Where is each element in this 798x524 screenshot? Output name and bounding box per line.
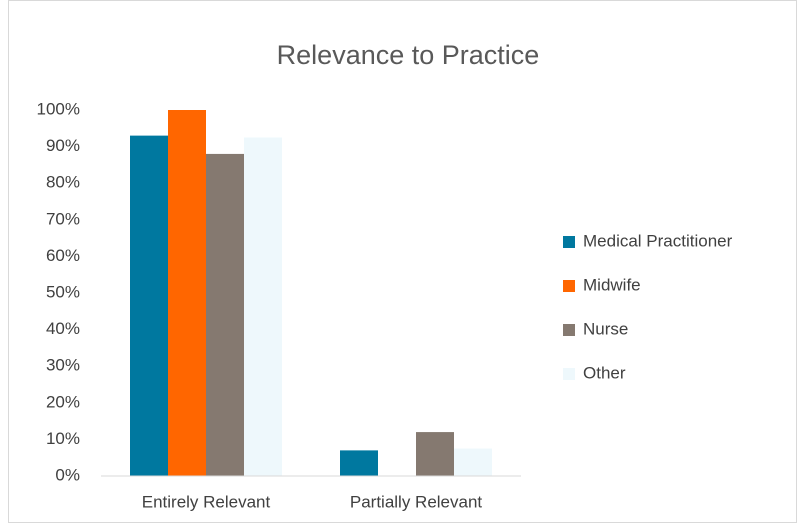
legend-swatch — [563, 368, 575, 380]
x-tick-label: Partially Relevant — [350, 492, 483, 511]
y-tick-label: 20% — [46, 392, 80, 411]
y-tick-label: 10% — [46, 429, 80, 448]
chart-title: Relevance to Practice — [277, 40, 540, 70]
chart-border — [8, 0, 797, 523]
bar — [454, 448, 492, 476]
y-tick-label: 60% — [46, 246, 80, 265]
legend-label: Other — [583, 363, 626, 382]
bar — [340, 450, 378, 476]
legend-swatch — [563, 324, 575, 336]
y-tick-label: 40% — [46, 319, 80, 338]
legend-label: Nurse — [583, 319, 628, 338]
legend-label: Medical Practitioner — [583, 231, 733, 250]
bar — [168, 110, 206, 476]
y-tick-label: 50% — [46, 282, 80, 301]
y-tick-label: 90% — [46, 136, 80, 155]
bar — [416, 432, 454, 476]
y-tick-label: 100% — [37, 99, 80, 118]
legend-swatch — [563, 280, 575, 292]
legend-swatch — [563, 236, 575, 248]
y-tick-label: 30% — [46, 356, 80, 375]
x-tick-label: Entirely Relevant — [142, 492, 271, 511]
y-tick-label: 70% — [46, 209, 80, 228]
legend-label: Midwife — [583, 275, 641, 294]
bar — [130, 135, 168, 476]
bar — [206, 153, 244, 477]
y-tick-label: 80% — [46, 173, 80, 192]
y-tick-label: 0% — [55, 465, 80, 484]
bar — [244, 137, 282, 476]
